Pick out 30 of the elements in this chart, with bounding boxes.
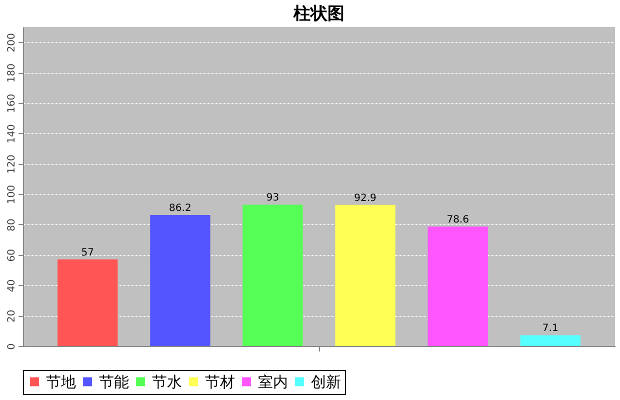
y-tick-label: 60	[6, 248, 18, 262]
y-tick-label: 100	[6, 185, 18, 204]
bar	[150, 215, 210, 346]
data-label: 93	[266, 192, 280, 204]
data-label: 92.9	[354, 192, 376, 204]
data-label: 57	[81, 247, 94, 258]
legend-label: 节水	[152, 372, 182, 391]
data-label: 7.1	[542, 323, 558, 334]
chart-title: 柱状图	[292, 4, 344, 24]
y-tick-label: 80	[6, 218, 18, 232]
data-label: 86.2	[169, 203, 192, 214]
legend-label: 节材	[205, 372, 235, 391]
y-tick-label: 0	[6, 343, 18, 350]
y-tick-label: 200	[6, 33, 18, 52]
y-tick-label: 160	[6, 94, 18, 113]
legend-label: 节地	[46, 372, 76, 391]
bar	[242, 204, 303, 346]
y-tick-label: 20	[6, 310, 18, 322]
bar	[428, 226, 488, 346]
y-tick-label: 140	[6, 124, 18, 144]
y-tick-label: 180	[6, 64, 18, 83]
y-tick-label: 40	[6, 279, 18, 292]
y-tick-label: 120	[6, 154, 18, 174]
legend-label: 创新	[311, 372, 341, 391]
legend-label: 室内	[258, 372, 288, 391]
legend-label: 节能	[99, 372, 129, 391]
bar	[58, 259, 118, 346]
bar	[520, 335, 580, 346]
bar	[335, 204, 396, 346]
data-label: 78.6	[446, 214, 469, 226]
